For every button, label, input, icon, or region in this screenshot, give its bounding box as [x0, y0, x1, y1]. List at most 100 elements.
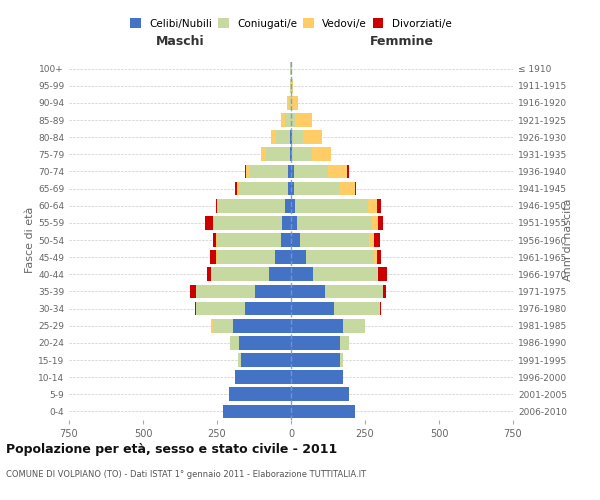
Bar	[373, 216, 379, 230]
Bar	[288, 164, 291, 178]
Bar	[340, 182, 355, 196]
Bar	[276, 130, 290, 144]
Bar	[291, 233, 300, 247]
Bar	[377, 250, 381, 264]
Bar	[217, 199, 218, 212]
Bar	[377, 199, 381, 212]
Bar	[291, 182, 294, 196]
Bar	[379, 216, 383, 230]
Bar	[275, 250, 291, 264]
Bar	[206, 268, 211, 281]
Bar	[287, 96, 289, 110]
Bar	[291, 370, 343, 384]
Bar	[217, 233, 281, 247]
Bar	[256, 284, 291, 298]
Bar	[291, 199, 295, 212]
Bar	[294, 182, 340, 196]
Bar	[295, 113, 312, 127]
Bar	[292, 96, 298, 110]
Bar	[190, 284, 196, 298]
Text: Popolazione per età, sesso e stato civile - 2011: Popolazione per età, sesso e stato civil…	[6, 442, 337, 456]
Bar	[292, 79, 293, 92]
Bar	[195, 302, 196, 316]
Bar	[291, 96, 292, 110]
Bar	[218, 199, 285, 212]
Bar	[281, 113, 285, 127]
Bar	[291, 268, 313, 281]
Bar	[347, 164, 349, 178]
Bar	[212, 319, 233, 332]
Bar	[368, 199, 377, 212]
Bar	[383, 284, 386, 298]
Bar	[266, 148, 290, 161]
Bar	[380, 302, 381, 316]
Y-axis label: Fasce di età: Fasce di età	[25, 207, 35, 273]
Bar	[292, 148, 312, 161]
Bar	[291, 319, 343, 332]
Text: COMUNE DI VOLPIANO (TO) - Dati ISTAT 1° gennaio 2011 - Elaborazione TUTTITALIA.I: COMUNE DI VOLPIANO (TO) - Dati ISTAT 1° …	[6, 470, 366, 479]
Bar	[205, 216, 212, 230]
Bar	[250, 164, 288, 178]
Bar	[334, 302, 380, 316]
Bar	[238, 353, 241, 367]
Bar	[291, 79, 292, 92]
Bar	[215, 199, 217, 212]
Bar	[370, 233, 374, 247]
Bar	[328, 164, 347, 178]
Bar	[245, 302, 291, 316]
Bar	[295, 199, 368, 212]
Bar	[374, 250, 377, 264]
Bar	[377, 268, 379, 281]
Bar	[291, 130, 292, 144]
Bar	[291, 302, 334, 316]
Bar	[291, 216, 297, 230]
Bar	[269, 268, 291, 281]
Bar	[306, 250, 374, 264]
Bar	[340, 336, 349, 349]
Legend: Celibi/Nubili, Coniugati/e, Vedovi/e, Divorziati/e: Celibi/Nubili, Coniugati/e, Vedovi/e, Di…	[130, 18, 452, 28]
Bar	[239, 182, 288, 196]
Bar	[216, 233, 217, 247]
Bar	[313, 268, 377, 281]
Bar	[237, 182, 239, 196]
Bar	[312, 148, 331, 161]
Bar	[230, 336, 239, 349]
Bar	[241, 353, 291, 367]
Bar	[262, 148, 266, 161]
Bar	[291, 388, 349, 401]
Bar	[282, 216, 291, 230]
Bar	[300, 233, 370, 247]
Bar	[213, 233, 216, 247]
Y-axis label: Anni di nascita: Anni di nascita	[563, 198, 572, 281]
Bar	[271, 130, 276, 144]
Bar	[290, 148, 291, 161]
Bar	[239, 336, 291, 349]
Bar	[211, 268, 269, 281]
Bar	[212, 216, 214, 230]
Bar	[343, 319, 365, 332]
Bar	[235, 182, 237, 196]
Bar	[223, 404, 291, 418]
Bar	[291, 113, 295, 127]
Bar	[211, 250, 217, 264]
Bar	[290, 130, 291, 144]
Bar	[289, 96, 291, 110]
Bar	[291, 353, 340, 367]
Bar	[355, 182, 356, 196]
Bar	[292, 130, 303, 144]
Bar	[288, 182, 291, 196]
Bar	[281, 233, 291, 247]
Bar	[294, 164, 328, 178]
Text: Femmine: Femmine	[370, 35, 434, 48]
Bar	[374, 233, 380, 247]
Bar	[229, 388, 291, 401]
Bar	[245, 164, 246, 178]
Bar	[290, 79, 291, 92]
Bar	[285, 113, 291, 127]
Bar	[297, 216, 373, 230]
Bar	[379, 268, 387, 281]
Bar	[291, 336, 340, 349]
Bar	[291, 164, 294, 178]
Bar	[196, 302, 245, 316]
Bar	[233, 319, 291, 332]
